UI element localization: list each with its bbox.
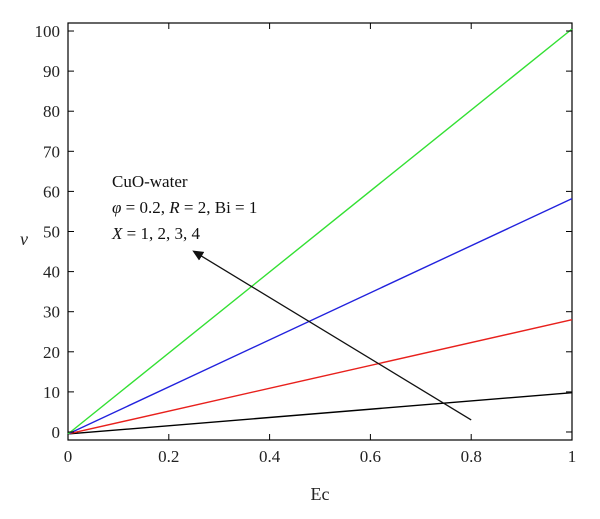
x-tick-label: 1 — [568, 447, 577, 466]
annotation-arrow — [192, 250, 472, 421]
annotation-text-part: φ — [112, 198, 121, 217]
annotation-text-part: = 0.2, — [121, 198, 169, 217]
annotation-line-1: CuO-water — [112, 172, 188, 191]
x-axis-label: Ec — [311, 484, 330, 504]
y-tick-label: 30 — [43, 303, 60, 322]
annotation-text-part: = 1, 2, 3, 4 — [122, 224, 200, 243]
y-tick-label: 80 — [43, 102, 60, 121]
series-line-2 — [67, 319, 573, 435]
y-tick-label: 100 — [35, 22, 61, 41]
y-tick-label: 20 — [43, 343, 60, 362]
annotation-text-part: CuO-water — [112, 172, 188, 191]
y-tick-label: 90 — [43, 62, 60, 81]
annotation-line-3: X = 1, 2, 3, 4 — [111, 224, 200, 243]
y-tick-label: 40 — [43, 263, 60, 282]
series-line-1 — [67, 391, 573, 435]
annotation-line-2: φ = 0.2, R = 2, Bi = 1 — [112, 198, 257, 217]
x-tick-label: 0.4 — [259, 447, 281, 466]
y-tick-label: 70 — [43, 142, 60, 161]
annotation-text-part: R — [168, 198, 180, 217]
y-tick-label: 0 — [52, 423, 61, 442]
y-tick-label: 10 — [43, 383, 60, 402]
x-tick-label: 0.2 — [158, 447, 179, 466]
series-line-4 — [67, 28, 573, 435]
annotation-text-part: = 2, Bi = 1 — [180, 198, 258, 217]
x-tick-label: 0.8 — [461, 447, 482, 466]
y-tick-label: 60 — [43, 182, 60, 201]
y-tick-label: 50 — [43, 223, 60, 242]
series-line-3 — [67, 197, 573, 435]
annotation-text-part: X — [111, 224, 123, 243]
x-tick-label: 0 — [64, 447, 73, 466]
y-axis-label: ν — [20, 229, 28, 249]
x-tick-label: 0.6 — [360, 447, 381, 466]
